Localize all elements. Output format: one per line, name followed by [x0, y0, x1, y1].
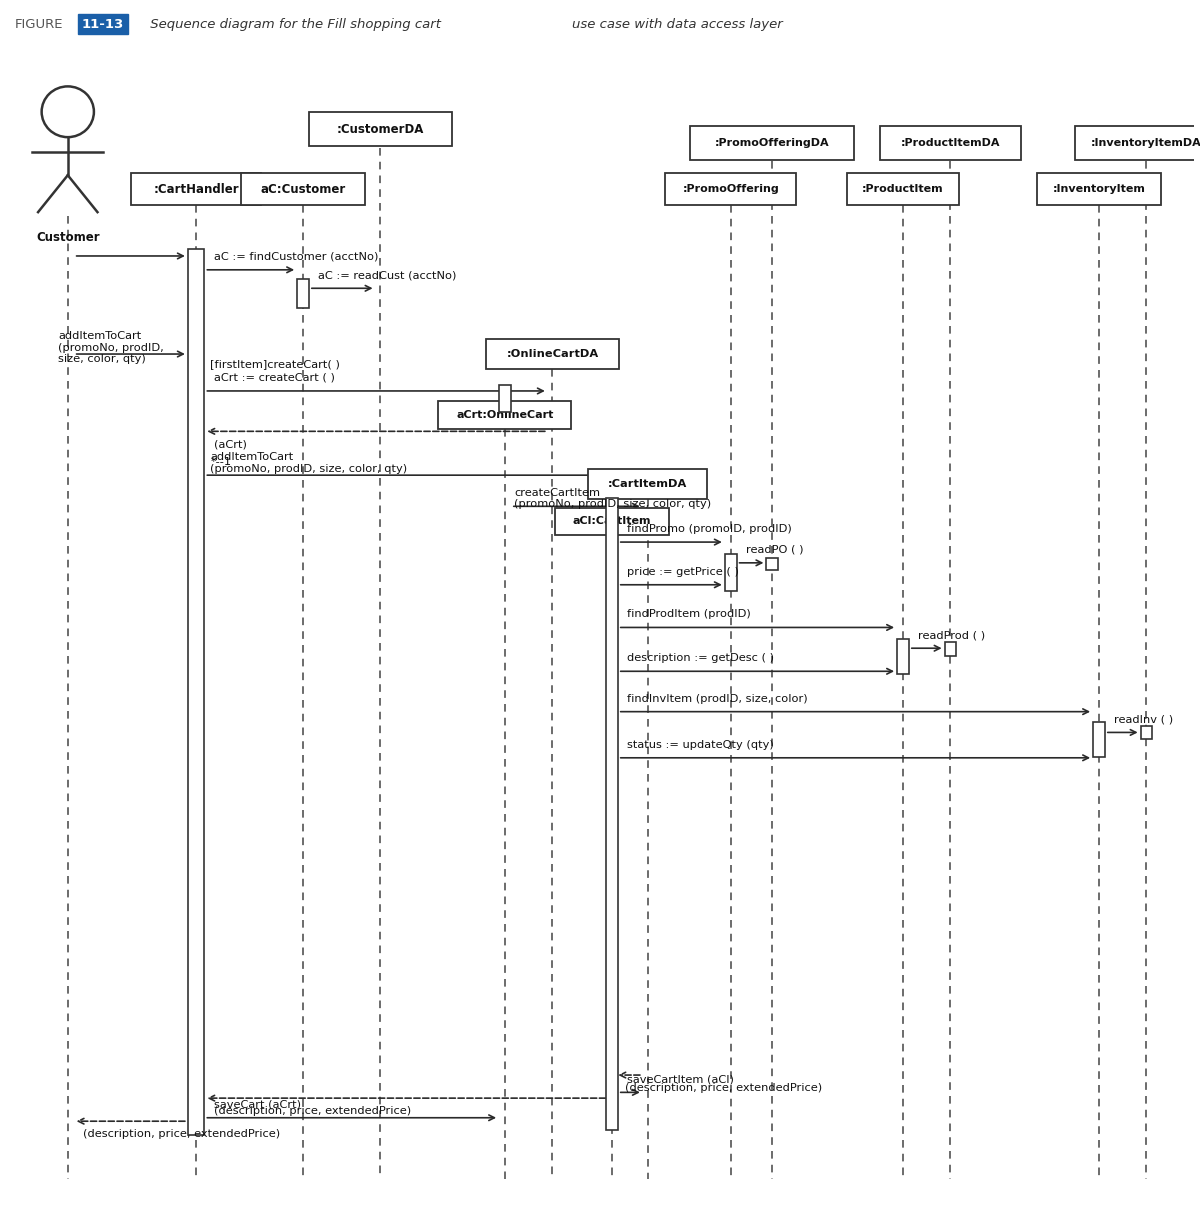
Text: aC:Customer: aC:Customer	[260, 182, 346, 196]
Text: findInvItem (prodID, size, color): findInvItem (prodID, size, color)	[628, 693, 808, 703]
Text: :CustomerDA: :CustomerDA	[336, 122, 424, 135]
Text: Sequence diagram for the Fill shopping cart: Sequence diagram for the Fill shopping c…	[146, 18, 445, 30]
Bar	[1093, 722, 1105, 756]
Text: :PromoOffering: :PromoOffering	[683, 184, 779, 194]
Bar	[298, 279, 308, 308]
Bar	[1037, 173, 1162, 205]
Text: aC := findCustomer (acctNo): aC := findCustomer (acctNo)	[214, 251, 378, 262]
Text: Customer: Customer	[36, 231, 100, 244]
Text: :ProductItemDA: :ProductItemDA	[901, 138, 1001, 147]
Bar	[606, 498, 618, 1131]
Text: status := updateQty (qty): status := updateQty (qty)	[628, 739, 774, 750]
Text: :InventoryItem: :InventoryItem	[1052, 184, 1145, 194]
Text: :ProductItem: :ProductItem	[862, 184, 943, 194]
Bar	[554, 509, 668, 535]
Text: findProdItem (prodID): findProdItem (prodID)	[628, 609, 751, 620]
Text: aCl:CartItem: aCl:CartItem	[572, 516, 652, 527]
Bar	[486, 339, 619, 368]
Bar	[588, 470, 707, 499]
Bar	[499, 385, 511, 412]
Text: (description, price, extendedPrice): (description, price, extendedPrice)	[83, 1129, 281, 1139]
Bar	[665, 173, 796, 205]
Text: readPO ( ): readPO ( )	[746, 545, 804, 554]
Bar	[846, 173, 959, 205]
Text: 11-13: 11-13	[82, 18, 124, 30]
Text: (description, price, extendedPrice): (description, price, extendedPrice)	[214, 1107, 412, 1116]
Text: readProd ( ): readProd ( )	[918, 631, 985, 640]
Text: FIGURE: FIGURE	[14, 18, 62, 30]
Text: :PromoOfferingDA: :PromoOfferingDA	[715, 138, 829, 147]
Text: (description, price, extendedPrice): (description, price, extendedPrice)	[625, 1084, 822, 1093]
Text: aCrt:OnlineCart: aCrt:OnlineCart	[456, 411, 553, 420]
Text: *--1: *--1	[210, 457, 232, 467]
Bar	[725, 553, 737, 591]
Text: readInv ( ): readInv ( )	[1115, 714, 1174, 725]
Bar	[1075, 126, 1200, 161]
Text: :OnlineCartDA: :OnlineCartDA	[506, 349, 599, 359]
Text: saveCartItem (aCl): saveCartItem (aCl)	[628, 1074, 734, 1085]
Text: price := getPrice ( ): price := getPrice ( )	[628, 567, 739, 576]
Text: addItemToCart
(promoNo, prodID, size, color, qty): addItemToCart (promoNo, prodID, size, co…	[210, 452, 408, 474]
Bar	[187, 249, 204, 1136]
Bar	[131, 173, 262, 205]
Text: :InventoryItemDA: :InventoryItemDA	[1091, 138, 1200, 147]
Text: :CartItemDA: :CartItemDA	[608, 480, 688, 489]
Text: use case with data access layer: use case with data access layer	[572, 18, 784, 30]
Bar	[881, 126, 1020, 161]
Bar	[944, 643, 956, 656]
Bar	[898, 639, 908, 674]
Text: createCartItem
(promoNo, prodID, size, color, qty): createCartItem (promoNo, prodID, size, c…	[515, 488, 712, 510]
Text: :CartHandler: :CartHandler	[154, 182, 239, 196]
Text: findPromo (promoID, prodID): findPromo (promoID, prodID)	[628, 524, 792, 534]
Text: addItemToCart
(promoNo, prodID,
size, color, qty): addItemToCart (promoNo, prodID, size, co…	[59, 331, 164, 364]
Bar	[690, 126, 854, 161]
Text: description := getDesc ( ): description := getDesc ( )	[628, 654, 774, 663]
Bar	[438, 401, 571, 429]
Text: aCrt := createCart ( ): aCrt := createCart ( )	[214, 373, 335, 383]
Text: (aCrt): (aCrt)	[214, 440, 247, 449]
Text: aC := readCust (acctNo): aC := readCust (acctNo)	[318, 271, 457, 280]
Bar	[1140, 726, 1152, 739]
Bar	[241, 173, 365, 205]
Bar	[308, 112, 451, 146]
Text: [firstItem]createCart( ): [firstItem]createCart( )	[210, 359, 341, 368]
Text: saveCart (aCrt): saveCart (aCrt)	[214, 1099, 301, 1110]
Bar	[767, 558, 779, 570]
